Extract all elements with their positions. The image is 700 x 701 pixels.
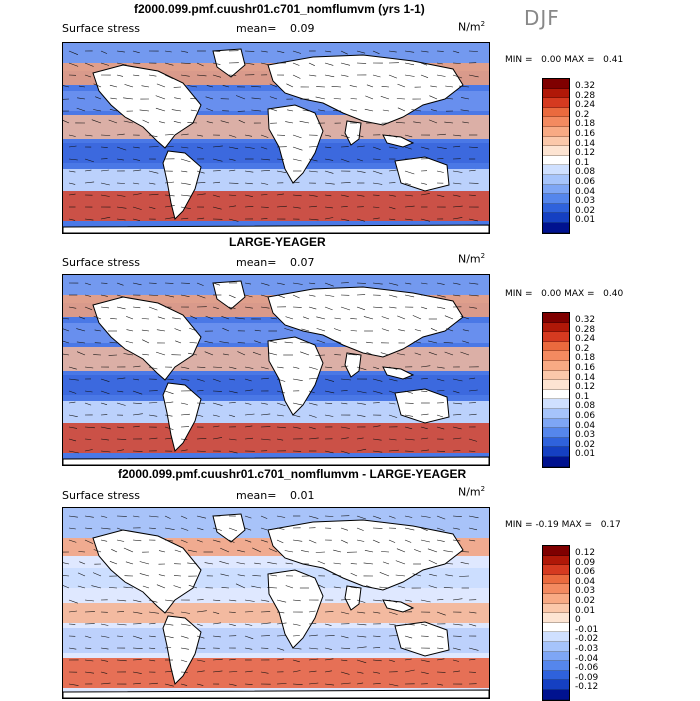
colorbar-cell — [543, 175, 569, 185]
colorbar-cell — [543, 117, 569, 127]
colorbar-cell — [543, 399, 569, 409]
colorbar-cell — [543, 156, 569, 166]
colorbar-cell — [543, 623, 569, 633]
panel-2-units: N/m2 — [458, 252, 485, 266]
colorbar-cell — [543, 380, 569, 390]
colorbar-cell — [543, 223, 569, 233]
panel-2-map-svg — [63, 275, 489, 465]
colorbar-cell — [543, 146, 569, 156]
colorbar-cell — [543, 419, 569, 429]
panel-2-field-label: Surface stress — [62, 256, 140, 269]
colorbar-cell — [543, 652, 569, 662]
panel-2-map — [62, 274, 490, 466]
panel-3-minmax: MIN = -0.19 MAX = 0.17 — [505, 520, 621, 530]
colorbar-cell — [543, 323, 569, 333]
panel-3-mean-value: 0.01 — [290, 489, 315, 502]
continent-outline — [63, 690, 489, 698]
panel-3-mean-label: mean= — [236, 489, 276, 502]
colorbar-cell — [543, 79, 569, 89]
colorbar-cell — [543, 351, 569, 361]
colorbar-cell — [543, 185, 569, 195]
colorbar-cell — [543, 332, 569, 342]
colorbar-cell — [543, 604, 569, 614]
stress-band — [63, 423, 489, 453]
panel-1-minmax: MIN = 0.00 MAX = 0.41 — [505, 55, 623, 65]
colorbar-cell — [543, 108, 569, 118]
panel-1-map — [62, 42, 490, 234]
panel-3-title: f2000.099.pmf.cuushr01.c701_nomflumvm - … — [118, 467, 466, 481]
colorbar-cell — [543, 556, 569, 566]
panel-2-title: LARGE-YEAGER — [229, 235, 326, 249]
continent-outline — [63, 457, 489, 465]
colorbar-cell — [543, 428, 569, 438]
colorbar-tick-label: 0.01 — [575, 216, 595, 226]
colorbar-cell — [543, 165, 569, 175]
colorbar-cell — [543, 342, 569, 352]
colorbar-cell — [543, 632, 569, 642]
panel-3-map-svg — [63, 508, 489, 698]
panel-3-colorbar — [542, 545, 570, 701]
colorbar-cell — [543, 671, 569, 681]
colorbar-cell — [543, 438, 569, 448]
colorbar-cell — [543, 613, 569, 623]
panel-3-units: N/m2 — [458, 485, 485, 499]
colorbar-cell — [543, 194, 569, 204]
colorbar-cell — [543, 546, 569, 556]
panel-1-title: f2000.099.pmf.cuushr01.c701_nomflumvm (y… — [134, 2, 425, 16]
panel-1-field-label: Surface stress — [62, 22, 140, 35]
colorbar-cell — [543, 680, 569, 690]
colorbar-cell — [543, 127, 569, 137]
colorbar-cell — [543, 89, 569, 99]
colorbar-cell — [543, 457, 569, 467]
panel-2-mean-value: 0.07 — [290, 256, 315, 269]
panel-1-mean-label: mean= — [236, 22, 276, 35]
colorbar-cell — [543, 594, 569, 604]
panel-1-colorbar — [542, 78, 570, 234]
colorbar-tick-label: 0.01 — [575, 450, 595, 460]
colorbar-cell — [543, 690, 569, 700]
panel-1-mean-value: 0.09 — [290, 22, 315, 35]
panel-2-minmax: MIN = 0.00 MAX = 0.40 — [505, 289, 623, 299]
colorbar-cell — [543, 642, 569, 652]
colorbar-cell — [543, 661, 569, 671]
colorbar-cell — [543, 409, 569, 419]
stress-band — [63, 191, 489, 221]
colorbar-cell — [543, 204, 569, 214]
colorbar-cell — [543, 313, 569, 323]
season-label: DJF — [524, 6, 560, 30]
colorbar-cell — [543, 584, 569, 594]
colorbar-cell — [543, 361, 569, 371]
colorbar-tick-label: -0.12 — [575, 683, 598, 693]
colorbar-cell — [543, 575, 569, 585]
colorbar-cell — [543, 565, 569, 575]
panel-1-map-svg — [63, 43, 489, 233]
panel-3-field-label: Surface stress — [62, 489, 140, 502]
panel-2-mean-label: mean= — [236, 256, 276, 269]
colorbar-cell — [543, 137, 569, 147]
colorbar-cell — [543, 447, 569, 457]
panel-3-map — [62, 507, 490, 699]
colorbar-cell — [543, 390, 569, 400]
colorbar-cell — [543, 98, 569, 108]
colorbar-cell — [543, 213, 569, 223]
continent-outline — [63, 225, 489, 233]
colorbar-cell — [543, 371, 569, 381]
panel-1-units: N/m2 — [458, 20, 485, 34]
panel-2-colorbar — [542, 312, 570, 468]
